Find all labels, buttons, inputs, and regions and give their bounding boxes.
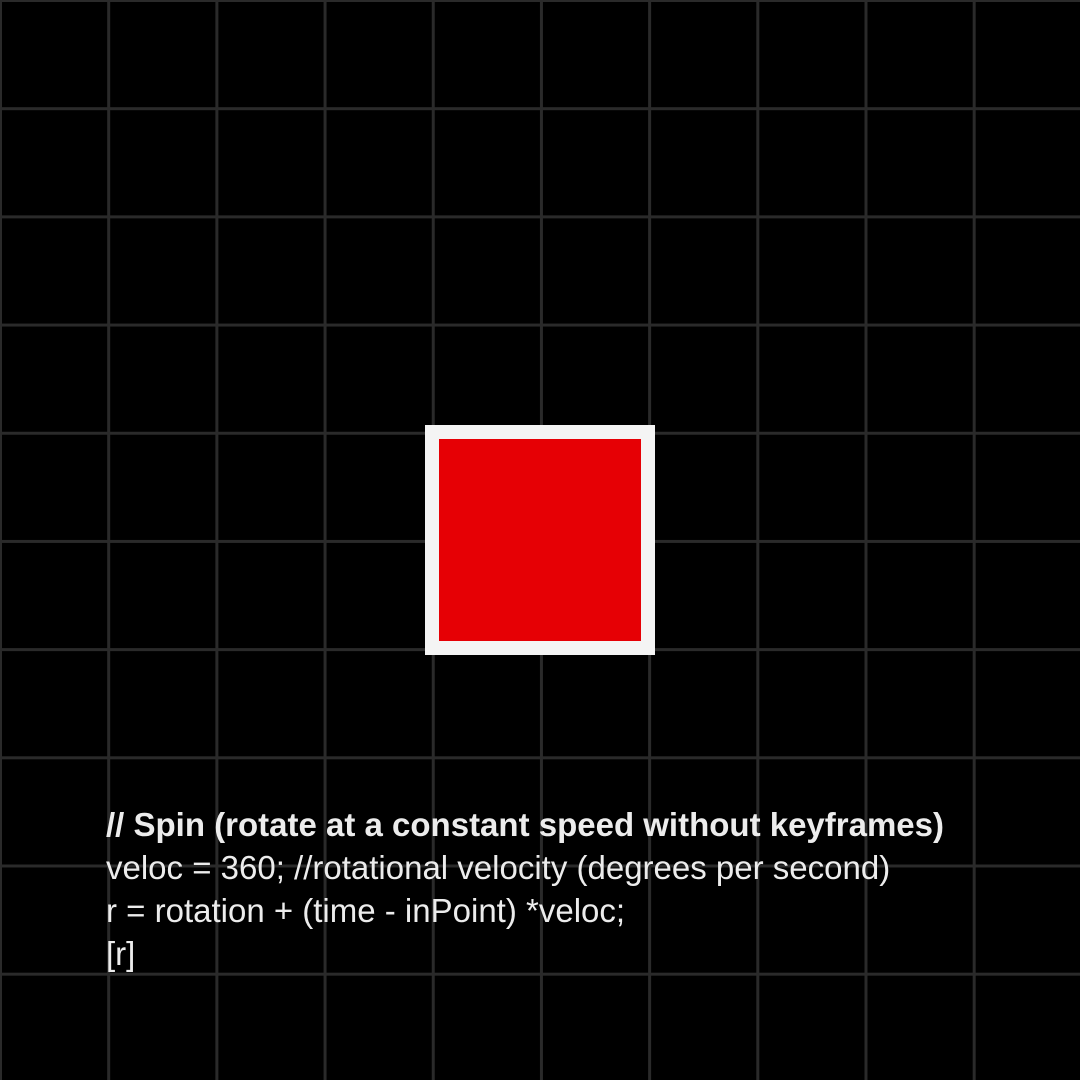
red-square-shape	[425, 425, 655, 655]
expression-code-block: // Spin (rotate at a constant speed with…	[106, 803, 1066, 975]
code-line-return: [r]	[106, 935, 136, 972]
code-comment-line: // Spin (rotate at a constant speed with…	[106, 806, 945, 843]
code-line-rotation: r = rotation + (time - inPoint) *veloc;	[106, 892, 626, 929]
code-line-velocity: veloc = 360; //rotational velocity (degr…	[106, 849, 891, 886]
